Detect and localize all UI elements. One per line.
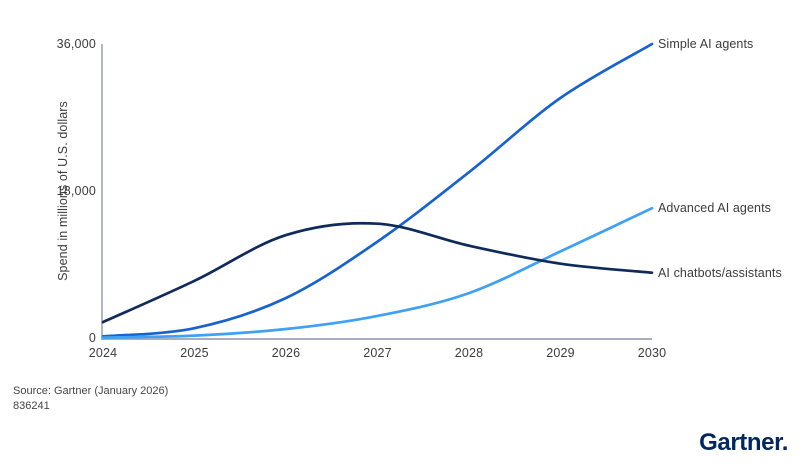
x-tick-label: 2024 bbox=[88, 346, 118, 360]
series-line-0 bbox=[101, 42, 654, 338]
x-tick-label: 2030 bbox=[637, 346, 667, 360]
series-label-advanced-ai-agents: Advanced AI agents bbox=[658, 201, 771, 216]
x-tick-label: 2029 bbox=[546, 346, 575, 360]
x-tick-label: 2025 bbox=[180, 346, 209, 360]
y-tick-label: 18,000 bbox=[56, 184, 96, 198]
series-line-2 bbox=[101, 221, 654, 324]
x-tick-label: 2028 bbox=[454, 346, 484, 360]
document-id: 836241 bbox=[13, 400, 50, 412]
series-label-simple-ai-agents: Simple AI agents bbox=[658, 37, 754, 51]
gartner-logo: Gartner. bbox=[699, 429, 788, 456]
series-line-1 bbox=[101, 206, 654, 339]
source-note: Source: Gartner (January 2026) 836241 bbox=[13, 384, 168, 414]
x-tick-label: 2026 bbox=[271, 346, 301, 360]
source-line: Source: Gartner (January 2026) bbox=[13, 385, 169, 397]
series-label-ai-chatbots-assistants: AI chatbots/assistants bbox=[658, 265, 782, 280]
y-tick-label: 0 bbox=[88, 331, 96, 345]
y-tick-label: 36,000 bbox=[56, 37, 96, 51]
x-tick-label: 2027 bbox=[363, 346, 392, 360]
